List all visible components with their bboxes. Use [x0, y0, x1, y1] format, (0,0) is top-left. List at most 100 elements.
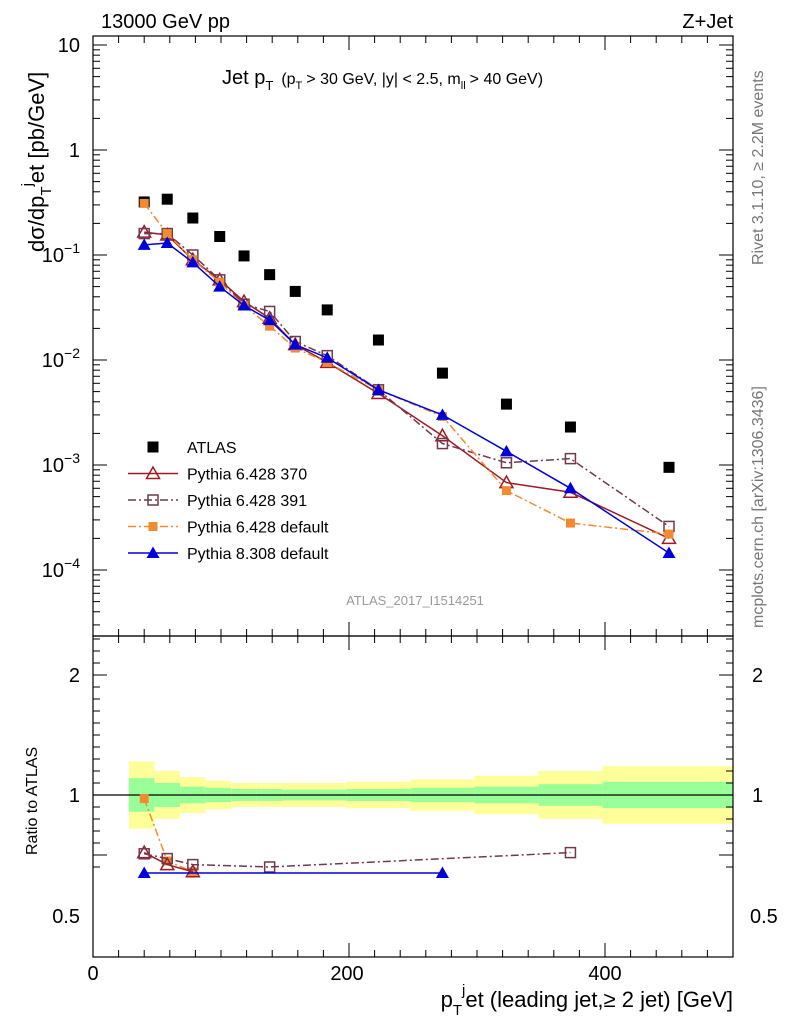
ratio-tick-label-1-right: 1	[752, 785, 763, 807]
legend-label-p8def: Pythia 8.308 default	[187, 546, 329, 563]
y-tick-label-1e-2: 10−2	[42, 345, 80, 372]
y-axis-label-ratio: Ratio to ATLAS	[24, 747, 41, 855]
data-point-p391	[564, 452, 577, 465]
data-point-ATLAS	[436, 367, 448, 379]
legend-label-p6def: Pythia 6.428 default	[187, 520, 329, 537]
x-tick-labels: 0 200 400	[87, 963, 621, 985]
mcplots-label: mcplots.cern.ch [arXiv:1306.3436]	[750, 386, 767, 628]
axis-ticks	[92, 36, 734, 957]
analysis-id: ATLAS_2017_I1514251	[346, 593, 484, 608]
ratio-point-p370	[136, 844, 152, 859]
title-cuts-b-sub: ll	[461, 80, 466, 92]
data-point-p391	[500, 457, 513, 469]
ratio-tick-label-1-left: 1	[69, 785, 80, 807]
data-point-ATLAS	[161, 193, 173, 205]
data-point-p6def	[162, 229, 172, 239]
ratio-line-p370	[143, 851, 194, 873]
ratio-tick-label-2-right: 2	[752, 665, 763, 687]
y-tick-label-1e-4: 10−4	[42, 555, 80, 582]
title-cuts-a: (p	[281, 71, 295, 88]
data-point-p6def	[565, 518, 575, 528]
x-axis-label: pTjet (leading jet,≥ 2 jet) [GeV]	[441, 982, 733, 1019]
upper-series	[136, 193, 677, 559]
ratio-frame	[92, 635, 734, 958]
data-point-p8def	[137, 238, 151, 250]
title-cuts-b: > 30 GeV, |y| < 2.5, m	[306, 71, 460, 88]
legend-label-p370: Pythia 6.428 370	[187, 467, 307, 484]
ratio-tick-label-05-right: 0.5	[750, 906, 778, 928]
data-point-ATLAS	[663, 461, 675, 473]
x-tick-label-400: 400	[588, 963, 621, 985]
legend-entry-p6def: Pythia 6.428 default	[128, 520, 329, 537]
ratio-points	[136, 794, 577, 878]
ratio-point-p391	[263, 861, 276, 873]
series-p6def	[139, 198, 674, 539]
ratio-point-p6def	[162, 856, 172, 866]
ratio-point-p370	[185, 863, 201, 878]
title-cuts-c: > 40 GeV)	[470, 71, 543, 88]
ratio-point-p6def	[139, 794, 149, 804]
data-point-ATLAS	[372, 334, 384, 346]
data-point-p8def	[160, 236, 174, 249]
ratio-point-p8def	[435, 866, 449, 878]
data-point-ATLAS	[238, 250, 250, 262]
y-tick-label-1: 1	[69, 140, 80, 162]
data-point-p8def	[237, 299, 251, 311]
legend-entry-ATLAS: ATLAS	[147, 440, 237, 457]
data-point-p370	[434, 427, 451, 442]
ratio-tick-label-2-left: 2	[69, 665, 80, 687]
ratio-point-p391	[564, 846, 577, 859]
ratio-series-p8def	[137, 866, 449, 878]
legend: ATLAS Pythia 6.428 370 Pythia 6.428 391 Pyt…	[128, 440, 329, 563]
legend-marker-p370	[145, 465, 161, 480]
data-point-p8def	[435, 408, 449, 420]
data-point-p391	[436, 437, 449, 450]
data-point-p8def	[288, 338, 302, 350]
legend-marker-ATLAS	[147, 441, 159, 453]
data-point-p8def	[499, 444, 513, 457]
data-point-ATLAS	[564, 421, 576, 433]
data-point-p8def	[563, 481, 577, 494]
legend-entry-p8def: Pythia 8.308 default	[128, 546, 329, 563]
plot-title: Jet pT (pT > 30 GeV, |y| < 2.5, mll > 40 Ge…	[222, 67, 543, 93]
ratio-y-tick-labels: 2 1 0.5 2 1 0.5	[52, 665, 778, 928]
data-point-p6def	[664, 529, 674, 539]
data-point-ATLAS	[187, 212, 199, 224]
data-point-ATLAS	[321, 304, 333, 316]
data-point-p6def	[139, 198, 149, 208]
data-point-p8def	[213, 280, 227, 292]
data-point-p8def	[186, 255, 200, 268]
title-main: Jet p	[222, 67, 265, 89]
data-point-ATLAS	[289, 285, 301, 297]
y-tick-label-10: 10	[58, 35, 80, 57]
rivet-version-label: Rivet 3.1.10, ≥ 2.2M events	[750, 70, 767, 265]
data-point-p8def	[371, 383, 385, 395]
x-tick-label-0: 0	[87, 963, 98, 985]
legend-entry-p391: Pythia 6.428 391	[128, 493, 307, 510]
legend-marker-p6def	[148, 522, 158, 531]
legend-marker-p8def	[146, 546, 160, 558]
upper-y-tick-labels: 10 1 10−1 10−2 10−3 10−4	[42, 35, 80, 582]
legend-entry-p370: Pythia 6.428 370	[128, 465, 307, 484]
y-tick-label-1e-3: 10−3	[42, 450, 80, 477]
series-line-p6def	[143, 202, 670, 535]
x-tick-label-200: 200	[330, 963, 363, 985]
process-label: Z+Jet	[682, 11, 733, 33]
data-point-p6def	[265, 321, 275, 331]
y-tick-label-1e-1: 10−1	[42, 240, 80, 267]
ratio-point-p8def	[137, 866, 151, 878]
data-point-ATLAS	[264, 269, 276, 281]
legend-label-ATLAS: ATLAS	[187, 440, 237, 457]
ratio-series-p370	[136, 844, 201, 878]
ratio-line-p391	[144, 851, 571, 868]
title-main-sub: T	[265, 78, 273, 93]
ratio-series-p391	[138, 846, 577, 873]
data-point-p6def	[501, 486, 511, 496]
ratio-point-p391	[138, 848, 150, 860]
series-p8def	[137, 236, 676, 559]
y-axis-label-upper: dσ/dpTjet [pb/GeV]	[19, 72, 55, 252]
ratio-point-p391	[161, 852, 173, 865]
series-ATLAS	[138, 193, 675, 473]
data-point-p8def	[320, 351, 334, 363]
